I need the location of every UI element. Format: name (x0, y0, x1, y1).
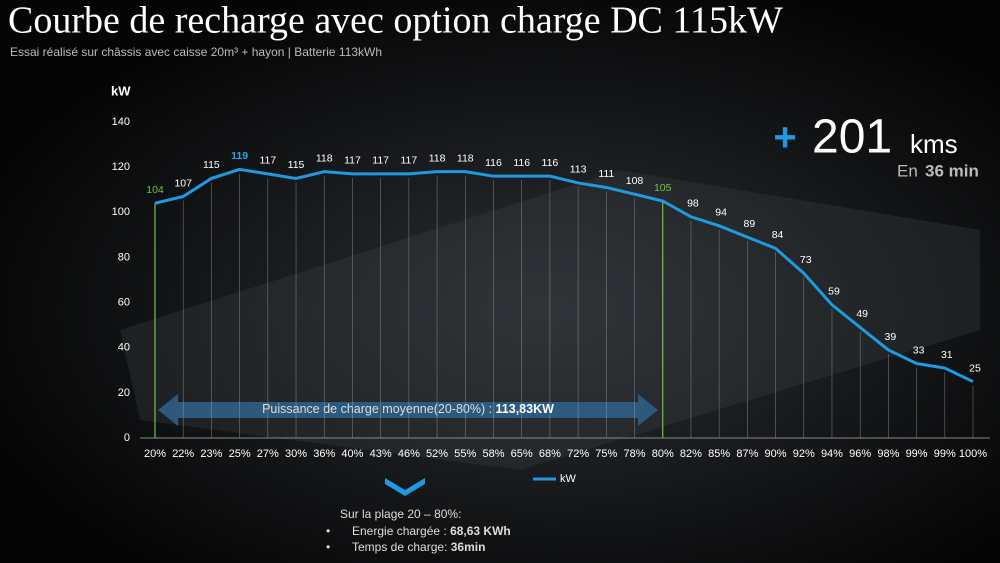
x-tick-label: 99% (934, 448, 956, 460)
value-label: 31 (941, 349, 953, 361)
value-label: 115 (288, 159, 305, 171)
y-tick-label: 140 (112, 116, 130, 128)
value-label: 111 (598, 168, 614, 180)
value-label: 118 (316, 152, 333, 164)
value-label: 94 (715, 207, 727, 219)
average-label: Puissance de charge moyenne(20-80%) : (262, 402, 495, 416)
x-tick-label: 72% (567, 448, 589, 460)
distance-unit: kms (910, 129, 958, 159)
subtitle: Essai réalisé sur châssis avec caisse 20… (10, 45, 382, 59)
value-label: 84 (772, 229, 784, 241)
x-tick-label: 27% (257, 448, 279, 460)
plot: 0 20 40 60 80 100 120 140 20% 22% 23% 25% 27% 30% 36% 4… (112, 116, 990, 485)
y-tick-label: 20 (118, 387, 130, 399)
bullet: • (326, 540, 330, 554)
x-tick-label: 30% (285, 448, 307, 460)
x-tick-label: 46% (398, 448, 420, 460)
x-tick-label: 36% (313, 448, 335, 460)
value-label: 117 (344, 155, 361, 167)
value-label: 89 (744, 218, 756, 230)
average-arrow (158, 394, 658, 426)
x-tick-label: 94% (821, 448, 843, 460)
x-tick-label: 80% (652, 448, 674, 460)
value-label: 98 (687, 198, 699, 210)
x-tick-label: 92% (793, 448, 815, 460)
time-label: Temps de charge: (352, 540, 451, 554)
y-axis-label: kW (111, 83, 131, 98)
x-tick-label: 98% (877, 448, 899, 460)
value-label: 117 (400, 155, 417, 167)
x-tick-label: 65% (511, 448, 533, 460)
x-tick-label: 90% (765, 448, 787, 460)
value-label: 113 (570, 164, 587, 176)
chevron (385, 478, 425, 496)
average-text: Puissance de charge moyenne(20-80%) : 11… (262, 402, 554, 416)
x-tick-label: 52% (426, 448, 448, 460)
series-line (154, 167, 974, 383)
legend-label: kW (560, 473, 577, 485)
x-tick-label: 75% (595, 448, 617, 460)
energy-label: Energie chargée : (352, 524, 450, 538)
value-label: 105 (654, 182, 672, 194)
x-tick-label: 25% (229, 448, 251, 460)
time-prefix: En (897, 161, 918, 180)
stats-heading: Sur la plage 20 – 80%: (340, 507, 461, 521)
value-label: 118 (429, 152, 446, 164)
x-tick-label: 68% (539, 448, 561, 460)
value-label: 25 (969, 362, 981, 374)
value-label: 116 (542, 157, 559, 169)
plus-icon: + (773, 116, 796, 160)
time-value: 36 min (925, 161, 979, 180)
value-label: 108 (626, 175, 644, 187)
value-label: 59 (828, 286, 840, 298)
y-tick-label: 40 (118, 342, 130, 354)
x-tick-label: 99% (906, 448, 928, 460)
y-tick-label: 120 (112, 161, 130, 173)
y-tick-label: 0 (124, 432, 130, 444)
value-label: 117 (372, 155, 389, 167)
x-tick-label: 40% (341, 448, 363, 460)
y-tick-label: 80 (118, 251, 130, 263)
x-tick-label: 82% (680, 448, 702, 460)
y-tick-label: 100 (112, 206, 130, 218)
value-label: 116 (513, 157, 530, 169)
x-tick-label: 43% (370, 448, 392, 460)
x-tick-label: 55% (454, 448, 476, 460)
average-value: 113,83KW (496, 402, 555, 416)
bullet: • (326, 524, 330, 538)
time-stat: 36min (451, 540, 486, 554)
chart-title: Courbe de recharge avec option charge DC… (8, 0, 783, 42)
value-label: 104 (146, 184, 164, 196)
energy-value: 68,63 KWh (450, 524, 511, 538)
value-label: 115 (203, 159, 220, 171)
x-tick-label: 100% (959, 448, 987, 460)
energy: Energie chargée : 68,63 KWh (352, 524, 511, 538)
x-tick-label: 23% (200, 448, 222, 460)
value-label: 117 (259, 155, 276, 167)
x-tick-label: 20% (144, 448, 166, 460)
x-tick-label: 22% (172, 448, 194, 460)
y-tick-label: 60 (118, 296, 130, 308)
distance: 201 (812, 111, 892, 164)
x-tick-label: 78% (624, 448, 646, 460)
value-label: 33 (913, 344, 925, 356)
value-label: 49 (856, 308, 868, 320)
value-label: 107 (174, 177, 192, 189)
value-label: 116 (485, 157, 502, 169)
value-label: 73 (800, 254, 812, 266)
x-tick-label: 85% (708, 448, 730, 460)
value-label: 118 (457, 152, 474, 164)
x-tick-label: 87% (736, 448, 758, 460)
value-label: 39 (885, 331, 897, 343)
x-tick-label: 96% (849, 448, 871, 460)
value-label: 119 (231, 150, 248, 162)
x-tick-label: 58% (482, 448, 504, 460)
time: Temps de charge: 36min (352, 540, 485, 554)
